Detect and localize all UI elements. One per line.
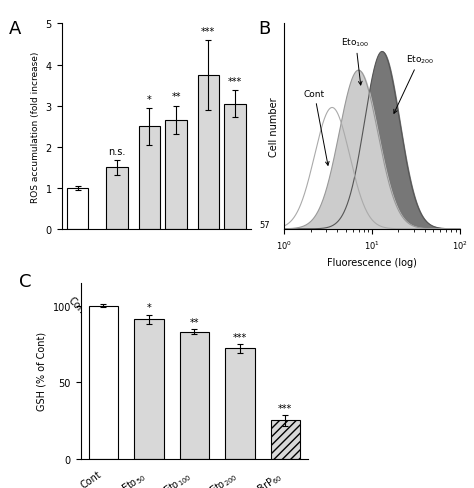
Text: C: C bbox=[19, 272, 32, 290]
Text: Eto$_{100}$: Eto$_{100}$ bbox=[341, 36, 370, 86]
Text: 3: 3 bbox=[205, 295, 211, 305]
Text: 3: 3 bbox=[146, 295, 152, 305]
Bar bbox=[134, 320, 164, 459]
Text: B: B bbox=[258, 20, 270, 38]
Text: **: ** bbox=[171, 92, 181, 102]
Bar bbox=[67, 188, 89, 229]
Bar bbox=[225, 349, 255, 459]
Text: ***: *** bbox=[201, 27, 215, 37]
Text: Eto$_{50}$: Eto$_{50}$ bbox=[104, 352, 130, 366]
Y-axis label: Cell number: Cell number bbox=[269, 97, 279, 157]
Text: 3: 3 bbox=[114, 295, 120, 305]
Y-axis label: ROS accumulation (fold increase): ROS accumulation (fold increase) bbox=[31, 51, 40, 203]
Text: Cont: Cont bbox=[66, 295, 89, 318]
Text: ***: *** bbox=[228, 77, 242, 87]
Bar bbox=[165, 121, 187, 229]
Bar bbox=[106, 168, 128, 229]
Text: 6: 6 bbox=[173, 295, 179, 305]
Bar bbox=[138, 127, 160, 229]
Text: *: * bbox=[147, 94, 152, 104]
Text: *: * bbox=[146, 303, 151, 313]
Bar bbox=[89, 306, 118, 459]
X-axis label: Fluorescence (log): Fluorescence (log) bbox=[327, 257, 417, 267]
Bar bbox=[198, 76, 219, 229]
Bar bbox=[271, 421, 300, 459]
Text: Eto$_{200}$: Eto$_{200}$ bbox=[394, 53, 434, 114]
Text: Cont: Cont bbox=[304, 90, 329, 166]
Text: n.s.: n.s. bbox=[109, 146, 126, 156]
Text: Eto$_{100}$: Eto$_{100}$ bbox=[147, 352, 178, 366]
Text: ***: *** bbox=[233, 332, 247, 342]
Text: (h): (h) bbox=[253, 295, 267, 305]
Text: **: ** bbox=[190, 317, 199, 327]
Text: 6: 6 bbox=[232, 295, 238, 305]
Bar bbox=[224, 104, 246, 229]
Text: Eto$_{200}$: Eto$_{200}$ bbox=[206, 352, 237, 366]
Text: ***: *** bbox=[278, 403, 292, 413]
Y-axis label: GSH (% of Cont): GSH (% of Cont) bbox=[37, 331, 47, 410]
Text: A: A bbox=[9, 20, 21, 38]
Text: 57: 57 bbox=[260, 221, 270, 229]
Bar bbox=[180, 332, 209, 459]
